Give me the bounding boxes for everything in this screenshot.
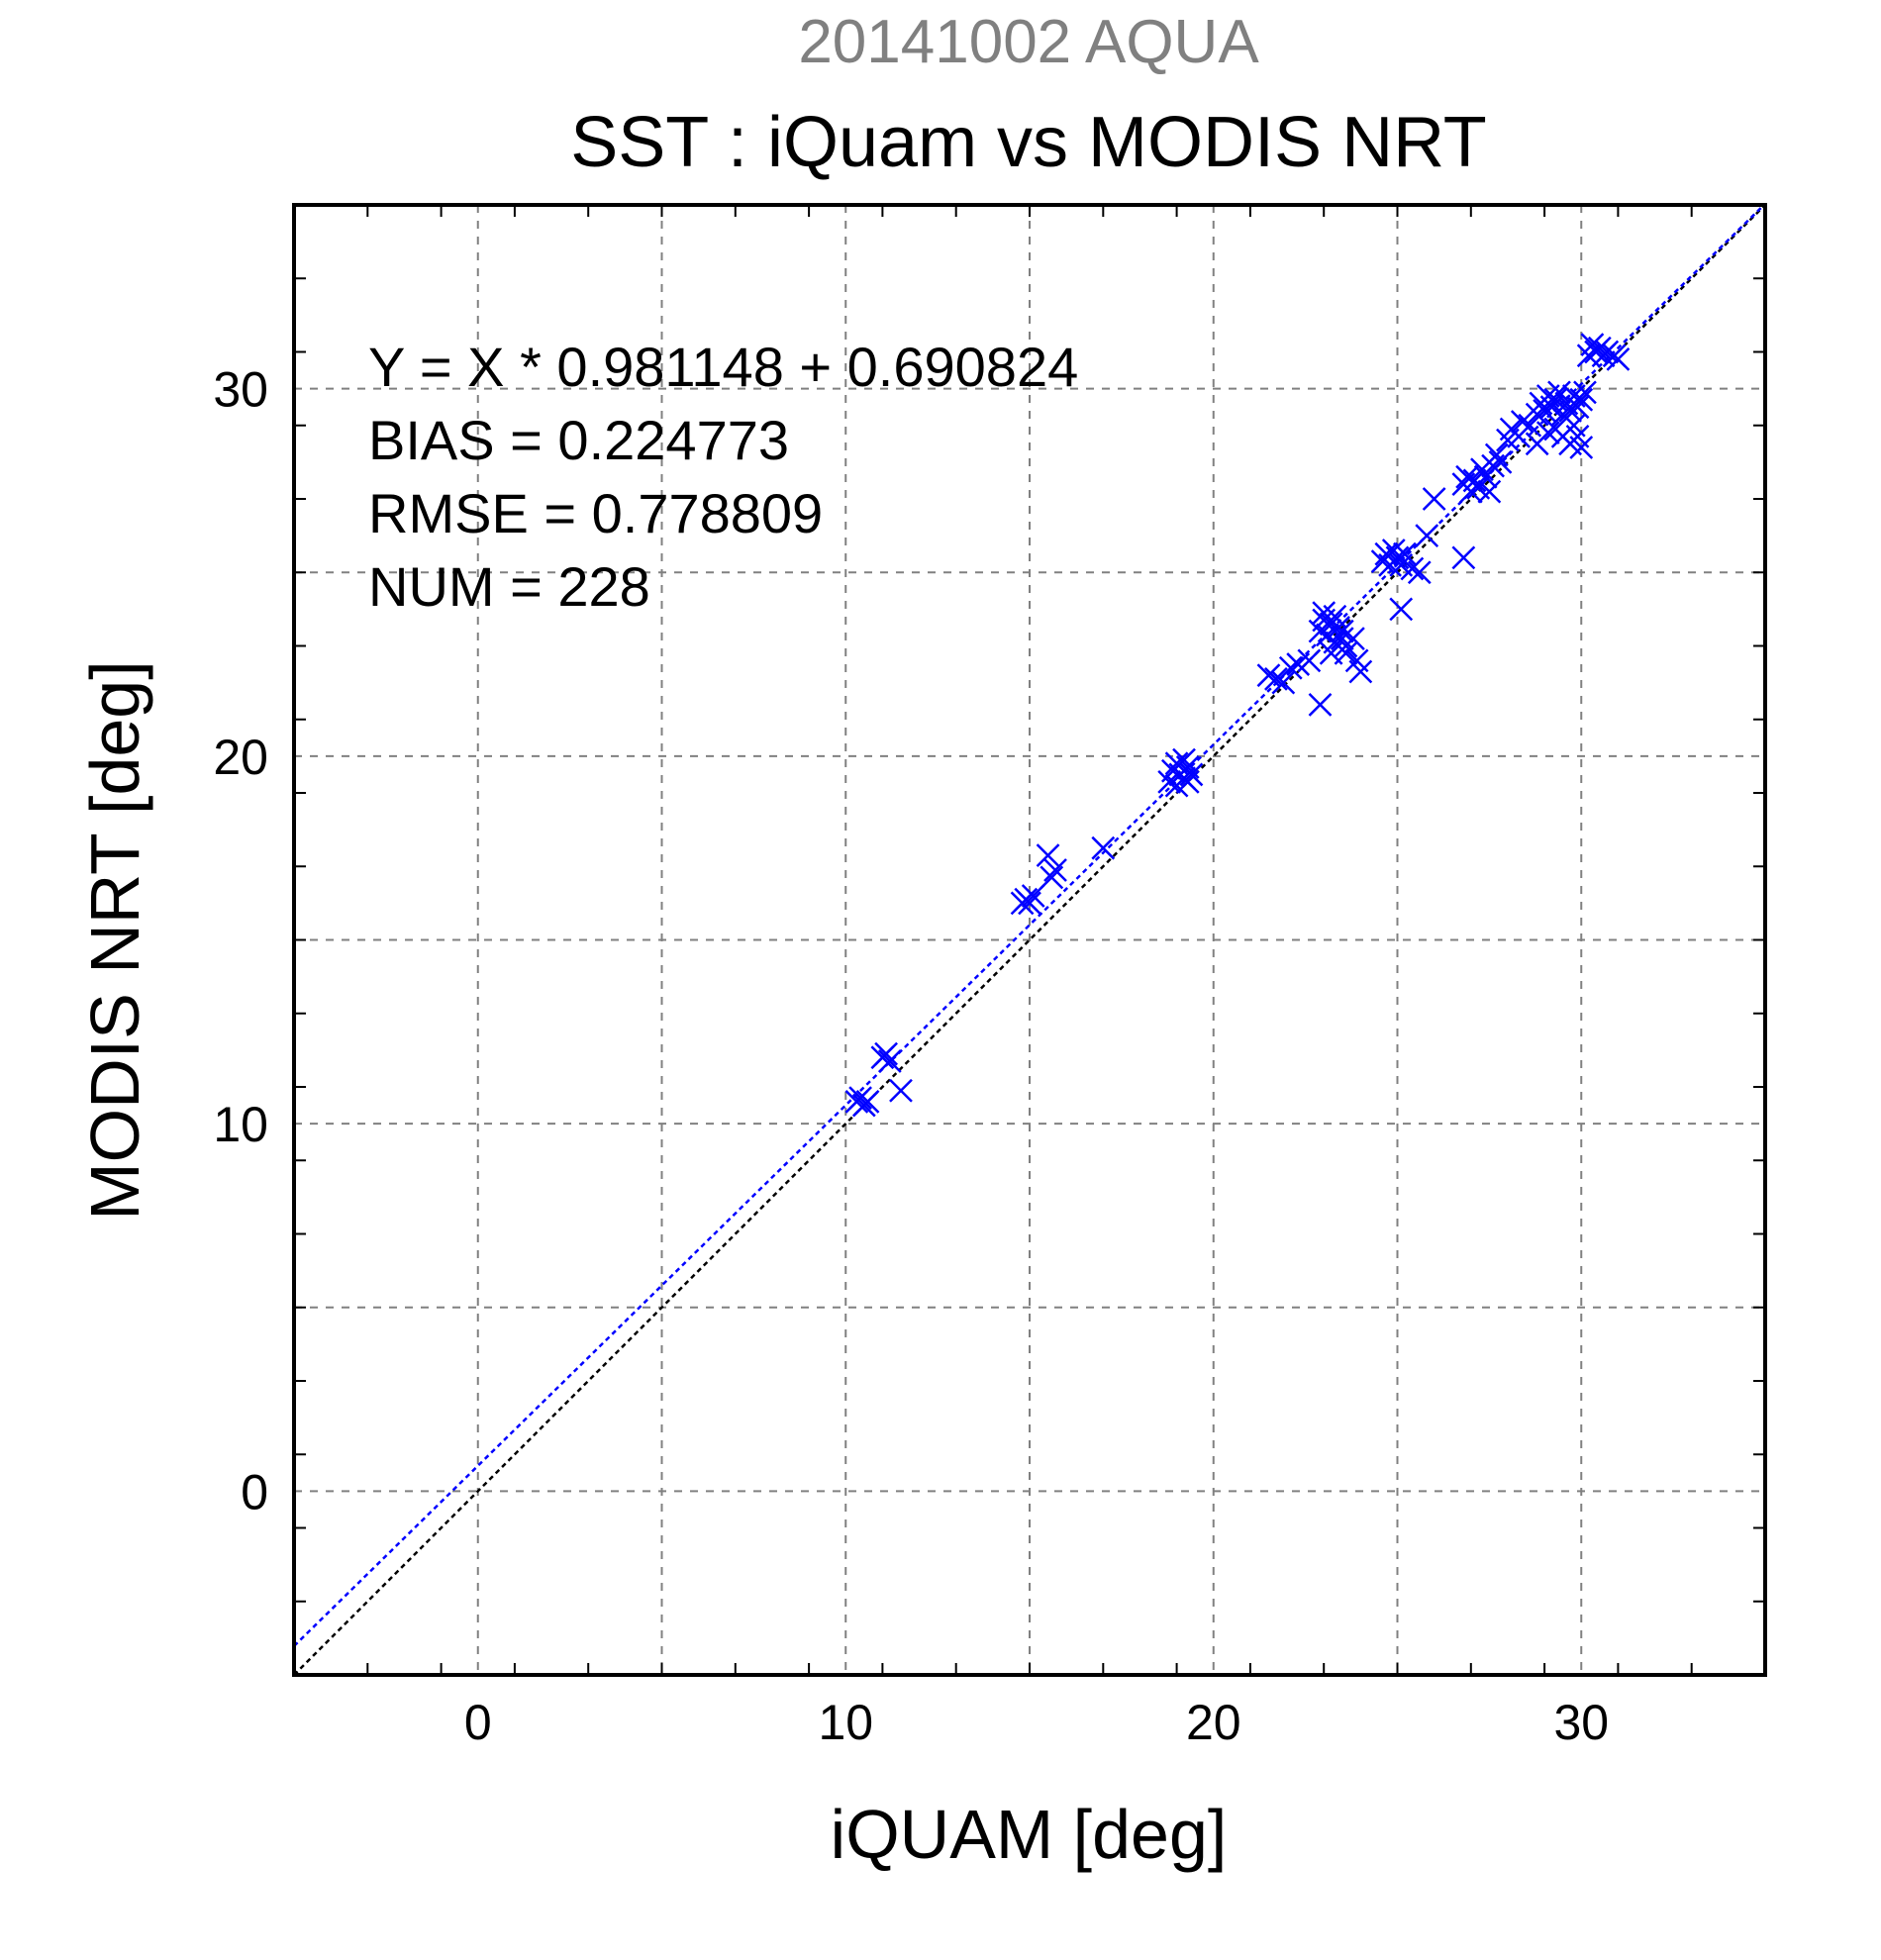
axis-ticks bbox=[293, 204, 1766, 1676]
data-point bbox=[1422, 487, 1446, 511]
data-point bbox=[1278, 655, 1303, 680]
data-point bbox=[877, 1049, 902, 1073]
data-point bbox=[889, 1078, 913, 1103]
data-point bbox=[1587, 336, 1612, 360]
data-point bbox=[1595, 340, 1620, 364]
data-point bbox=[1569, 436, 1594, 459]
one-to-one-line bbox=[293, 204, 1766, 1676]
data-point bbox=[1297, 648, 1322, 673]
data-point bbox=[1036, 843, 1060, 867]
data-point bbox=[1264, 667, 1288, 691]
data-point bbox=[1308, 693, 1333, 717]
data-point bbox=[1415, 524, 1439, 548]
data-point bbox=[1330, 627, 1354, 650]
data-point bbox=[1407, 560, 1432, 585]
data-point bbox=[1393, 541, 1417, 566]
tick-labels: 0 10 20 30 0 10 20 30 bbox=[213, 362, 1609, 1750]
x-tick-label: 0 bbox=[464, 1695, 492, 1750]
data-point bbox=[1539, 395, 1564, 420]
data-point bbox=[1179, 762, 1204, 787]
data-point bbox=[1330, 619, 1354, 643]
data-point bbox=[1573, 380, 1597, 405]
data-point bbox=[1569, 387, 1594, 412]
stats-bias: BIAS = 0.224773 bbox=[368, 409, 789, 471]
x-axis-label: iQUAM [deg] bbox=[831, 1796, 1228, 1873]
stats-regression: Y = X * 0.981148 + 0.690824 bbox=[368, 336, 1078, 398]
data-point bbox=[1256, 663, 1281, 688]
data-point bbox=[1525, 432, 1549, 456]
data-point bbox=[1175, 769, 1200, 794]
x-tick-label: 30 bbox=[1553, 1695, 1609, 1750]
data-point bbox=[1348, 659, 1373, 684]
chart-subtitle: 20141002 AQUA bbox=[798, 8, 1259, 76]
data-point bbox=[1488, 449, 1513, 474]
x-tick-label: 20 bbox=[1186, 1695, 1241, 1750]
data-point bbox=[874, 1041, 898, 1066]
y-axis-label: MODIS NRT [deg] bbox=[76, 660, 153, 1220]
data-point bbox=[848, 1086, 872, 1111]
chart-title: SST : iQuam vs MODIS NRT bbox=[570, 103, 1487, 182]
data-point bbox=[1043, 858, 1067, 882]
data-point bbox=[1510, 410, 1534, 434]
data-point bbox=[1040, 865, 1064, 890]
data-point bbox=[1565, 395, 1590, 420]
regression-line bbox=[293, 204, 1765, 1647]
data-point bbox=[1389, 597, 1414, 622]
data-point bbox=[1385, 545, 1410, 570]
data-point bbox=[1547, 380, 1571, 405]
stats-rmse: RMSE = 0.778809 bbox=[368, 482, 823, 544]
stats-num: NUM = 228 bbox=[368, 555, 650, 618]
data-point bbox=[1451, 545, 1476, 570]
y-tick-label: 20 bbox=[213, 730, 268, 785]
y-tick-label: 10 bbox=[213, 1097, 268, 1152]
data-point bbox=[855, 1089, 880, 1114]
data-point bbox=[1319, 641, 1343, 665]
reference-lines bbox=[293, 204, 1766, 1676]
data-points bbox=[844, 333, 1631, 1118]
data-point bbox=[1172, 747, 1196, 772]
data-point bbox=[1271, 670, 1296, 695]
data-point bbox=[1561, 413, 1586, 438]
data-point bbox=[1400, 556, 1425, 581]
data-point bbox=[1018, 891, 1041, 916]
data-point bbox=[1341, 627, 1365, 650]
data-point bbox=[1091, 835, 1116, 860]
y-tick-label: 30 bbox=[213, 362, 268, 418]
stats-annotation: Y = X * 0.981148 + 0.690824 BIAS = 0.224… bbox=[368, 336, 1078, 618]
data-point bbox=[1484, 442, 1509, 467]
data-point bbox=[1021, 884, 1045, 908]
grid bbox=[294, 205, 1765, 1675]
x-tick-label: 10 bbox=[818, 1695, 873, 1750]
data-point bbox=[1606, 347, 1631, 371]
data-point bbox=[1319, 612, 1343, 637]
data-point bbox=[1477, 479, 1502, 504]
y-tick-label: 0 bbox=[241, 1464, 268, 1519]
